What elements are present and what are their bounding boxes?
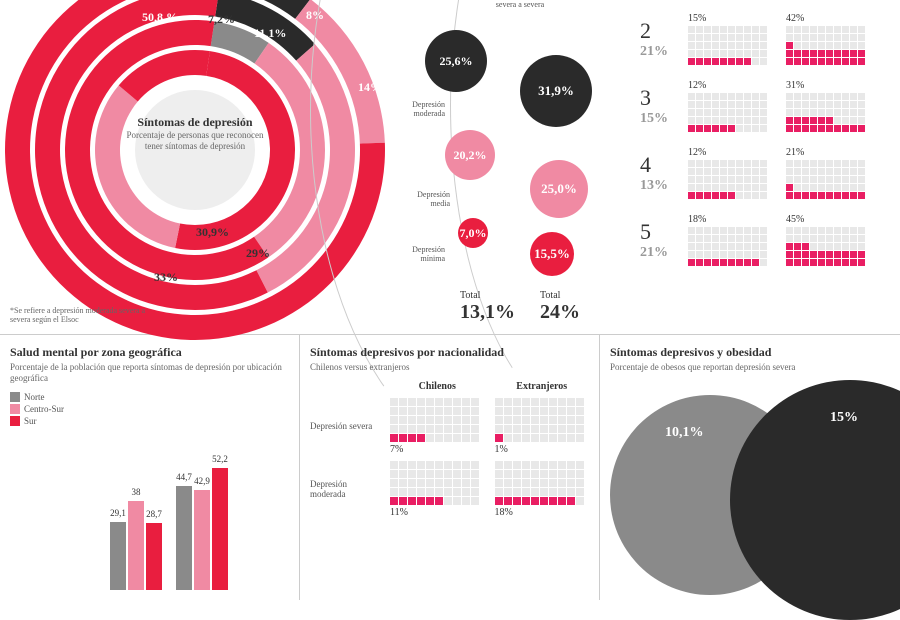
donut-pct-label: 50,8 % [142, 10, 178, 25]
quintile-waffle-b: 42% [786, 13, 876, 65]
geo-bar-group: 44,742,952,2 [176, 468, 228, 590]
nat-pct: 18% [495, 507, 590, 518]
geo-bar-group: 29,13828,7 [110, 501, 162, 590]
quintile-waffle-b: 31% [786, 80, 876, 132]
geo-bar-value: 44,7 [176, 472, 192, 482]
nat-waffle: 18% [495, 461, 590, 518]
bubble-row-label: Depresión mínima [395, 245, 445, 263]
geo-bar: 29,1 [110, 522, 126, 590]
geo-bar-value: 52,2 [212, 454, 228, 464]
bubble-right: 25,0% [530, 160, 588, 218]
bubble-left: 7,0% [458, 218, 488, 248]
obesity-pct-left: 10,1% [665, 425, 704, 441]
quintile-waffle-b: 21% [786, 147, 876, 199]
nationality-panel: Síntomas depresivos por nacionalidad Chi… [300, 335, 600, 600]
geo-sub: Porcentaje de la población que reporta s… [10, 362, 289, 384]
donut-center-title: Síntomas de depresión [120, 115, 270, 130]
donut-pct-label: 33% [154, 270, 178, 285]
bubble-top-label: severa a severa [490, 0, 550, 9]
bubble-total-left: Total13,1% [460, 290, 515, 324]
geo-panel: Salud mental por zona geográfica Porcent… [0, 335, 300, 600]
quintile-waffle-b: 45% [786, 214, 876, 266]
quintile-pct-b: 42% [786, 13, 876, 24]
donut-pct-label: 30,9% [196, 225, 229, 240]
bubble-row-label: Depresión moderada [395, 100, 445, 118]
ob-title: Síntomas depresivos y obesidad [610, 345, 890, 360]
nat-waffle: 7% [390, 398, 485, 455]
donut-pct-label: 7,2% [208, 12, 235, 27]
nat-col-header: Extranjeros [495, 381, 590, 392]
bubbles-panel: severa a severa 25,6% 31,9% Depresión moder… [390, 0, 630, 334]
bubble-left: 25,6% [425, 30, 487, 92]
geo-bar: 42,9 [194, 490, 210, 590]
obesity-pct-right: 15% [830, 410, 858, 426]
geo-legend-item: Norte [10, 392, 289, 402]
donut-center-sub: Porcentaje de personas que reconocen ten… [120, 130, 270, 152]
bubble-right: 31,9% [520, 55, 592, 127]
geo-legend-item: Sur [10, 416, 289, 426]
geo-bar-value: 42,9 [194, 476, 210, 486]
nat-sub: Chilenos versus extranjeros [310, 362, 589, 373]
nat-waffle: 11% [390, 461, 485, 518]
nat-row-label: Depresión moderada [310, 479, 380, 499]
geo-legend-item: Centro-Sur [10, 404, 289, 414]
donut-center-text: Síntomas de depresión Porcentaje de pers… [120, 115, 270, 152]
nat-pct: 7% [390, 444, 485, 455]
nat-col-header: Chilenos [390, 381, 485, 392]
quintile-pct-b: 21% [786, 147, 876, 158]
nat-title: Síntomas depresivos por nacionalidad [310, 345, 589, 360]
geo-bar: 44,7 [176, 486, 192, 590]
quintile-pct-b: 45% [786, 214, 876, 225]
nat-row-label: Depresión severa [310, 421, 380, 431]
bubble-total-right: Total24% [540, 290, 580, 324]
geo-bars: 29,13828,744,742,952,2 [110, 450, 238, 590]
quintile-pct-b: 31% [786, 80, 876, 91]
geo-bar-value: 29,1 [110, 508, 126, 518]
donut-pct-label: 29% [246, 246, 270, 261]
bubble-left: 20,2% [445, 130, 495, 180]
donut-footnote: *Se refiere a depresión moderada severa … [10, 306, 160, 324]
geo-title: Salud mental por zona geográfica [10, 345, 289, 360]
obesity-panel: Síntomas depresivos y obesidad Porcentaj… [600, 335, 900, 600]
nat-pct: 1% [495, 444, 590, 455]
donut-pct-label: 11,1% [254, 26, 286, 41]
geo-legend: Norte Centro-Sur Sur [10, 392, 289, 426]
geo-bar: 38 [128, 501, 144, 590]
geo-bar-value: 28,7 [146, 509, 162, 519]
bubble-right: 15,5% [530, 232, 574, 276]
nat-pct: 11% [390, 507, 485, 518]
nat-waffle: 1% [495, 398, 590, 455]
geo-bar-value: 38 [132, 487, 141, 497]
nat-grid: Chilenos Extranjeros Depresión severa 7% 1% D… [310, 381, 589, 518]
ob-sub: Porcentaje de obesos que reportan depres… [610, 362, 890, 373]
geo-bar: 52,2 [212, 468, 228, 590]
geo-bar: 28,7 [146, 523, 162, 590]
bubble-row-label: Depresión media [400, 190, 450, 208]
